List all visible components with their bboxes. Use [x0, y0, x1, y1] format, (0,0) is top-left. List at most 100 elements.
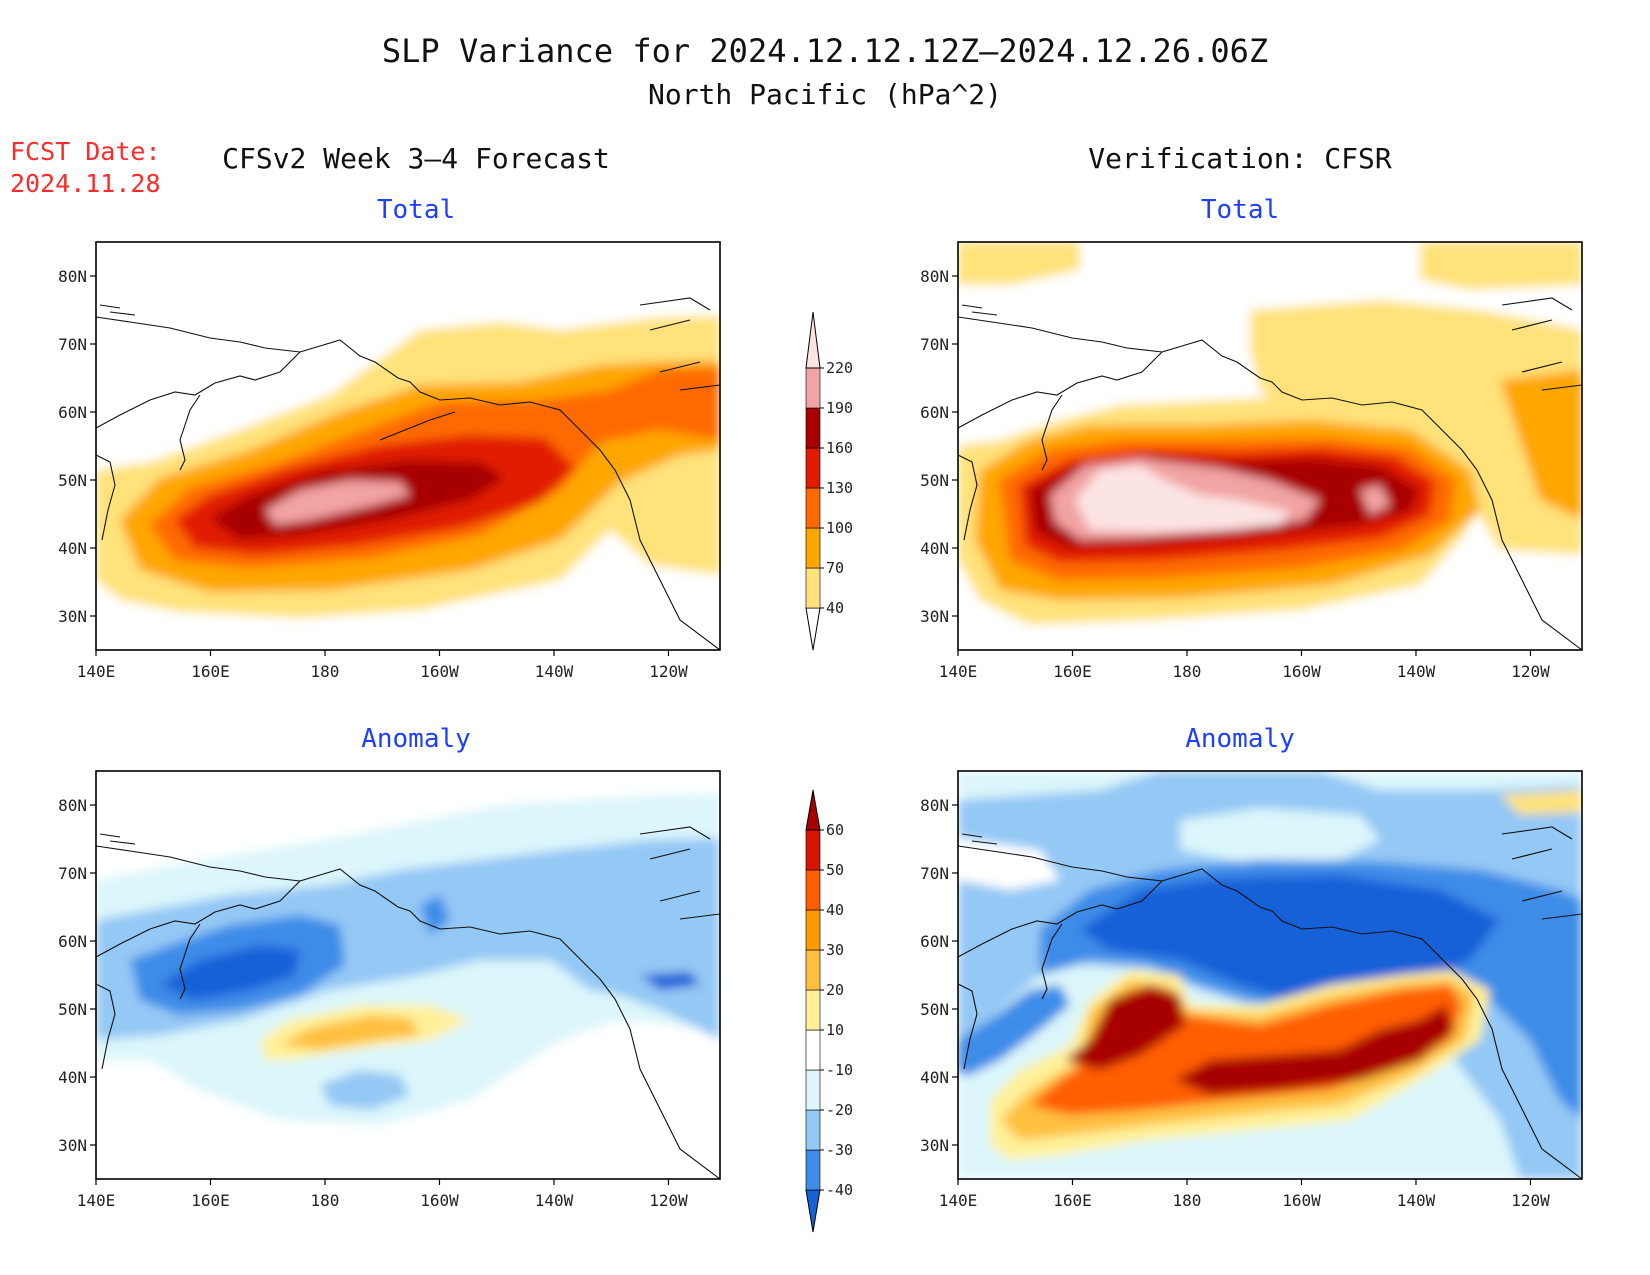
- colorbar-label: 220: [826, 359, 853, 377]
- lat-tick-label: 70N: [58, 335, 87, 354]
- lat-tick-label: 80N: [58, 796, 87, 815]
- coastlines: [96, 297, 720, 650]
- lon-tick-label: 140W: [1397, 1191, 1436, 1210]
- lat-tick-label: 40N: [58, 539, 87, 558]
- colorbar-max-arrow: [805, 311, 821, 369]
- colorbar-label: 190: [826, 399, 853, 417]
- colorbar-min-arrow: [805, 607, 821, 651]
- lat-tick-label: 60N: [920, 403, 949, 422]
- panel-subtitle: Total: [377, 195, 455, 225]
- lon-tick-label: 140E: [939, 1191, 978, 1210]
- lon-tick-label: 180: [311, 1191, 340, 1210]
- colorbar-label: 20: [826, 981, 844, 999]
- colorbar-total: 40 70 100 130 160 190 220: [805, 311, 853, 651]
- lon-tick-label: 160E: [191, 662, 230, 681]
- lat-tick-label: 60N: [58, 403, 87, 422]
- lon-tick-label: 160E: [191, 1191, 230, 1210]
- colorbar-segment: [805, 829, 821, 871]
- colorbar-segment: [805, 1069, 821, 1111]
- colorbar-label: 160: [826, 439, 853, 457]
- lon-tick-label: 140W: [1397, 662, 1436, 681]
- panel-cfsr-anomaly: Anomaly 140E 160E 180 160W 140W 120W 80N 70N 60N…: [920, 724, 1583, 1210]
- lat-tick-label: 40N: [920, 539, 949, 558]
- lat-tick-label: 70N: [58, 864, 87, 883]
- lat-tick-label: 30N: [920, 607, 949, 626]
- lon-tick-label: 120W: [649, 1191, 688, 1210]
- lat-tick-label: 60N: [920, 932, 949, 951]
- lat-tick-label: 30N: [58, 607, 87, 626]
- map-frame: [95, 770, 721, 1180]
- colorbar-segment: [805, 989, 821, 1031]
- colorbar-label: 30: [826, 941, 844, 959]
- colorbar-segment: [805, 869, 821, 911]
- colorbar-segment: [805, 1029, 821, 1071]
- colorbar-anomaly: -40 -30 -20 -10 10 20 30 40 50 60: [805, 789, 853, 1233]
- lon-tick-label: 140E: [939, 662, 978, 681]
- lon-tick-label: 120W: [1511, 1191, 1550, 1210]
- left-column-title: CFSv2 Week 3–4 Forecast: [222, 142, 610, 175]
- colorbar-label: 10: [826, 1021, 844, 1039]
- colorbar-label: -30: [826, 1141, 853, 1159]
- map-frame: [957, 241, 1583, 651]
- right-column-title: Verification: CFSR: [1088, 142, 1392, 175]
- colorbar-label: 60: [826, 821, 844, 839]
- lon-tick-label: 180: [311, 662, 340, 681]
- colorbar-segment: [805, 1149, 821, 1191]
- lat-tick-label: 40N: [920, 1068, 949, 1087]
- fcst-date-value: 2024.11.28: [10, 169, 161, 198]
- contour-fill: [96, 242, 720, 650]
- lat-tick-label: 50N: [58, 471, 87, 490]
- colorbar-segment: [805, 949, 821, 991]
- contour-fill: [96, 771, 720, 1179]
- colorbar-segment: [805, 407, 821, 449]
- panel-subtitle: Anomaly: [1185, 724, 1295, 754]
- colorbar-label: 100: [826, 519, 853, 537]
- colorbar-segment: [805, 367, 821, 409]
- colorbar-label: -20: [826, 1101, 853, 1119]
- lon-tick-label: 140W: [535, 1191, 574, 1210]
- axis-ticks: 140E 160E 180 160W 140W 120W 80N 70N 60N 50N 40N 30…: [920, 267, 1550, 681]
- map-frame: [957, 770, 1583, 1180]
- colorbar-label: 70: [826, 559, 844, 577]
- contour-fill: [958, 242, 1582, 650]
- colorbar-label: 40: [826, 599, 844, 617]
- lon-tick-label: 160W: [420, 1191, 459, 1210]
- lat-tick-label: 30N: [920, 1136, 949, 1155]
- lon-tick-label: 140E: [77, 1191, 116, 1210]
- panel-fcst-total: Total 140E 160E 180 160W 140W 120W 80N 70N 60N 50…: [58, 195, 721, 681]
- lat-tick-label: 80N: [58, 267, 87, 286]
- lon-tick-label: 180: [1173, 1191, 1202, 1210]
- map-frame: [95, 241, 721, 651]
- figure-title: SLP Variance for 2024.12.12.12Z–2024.12.…: [382, 32, 1268, 70]
- lon-tick-label: 140E: [77, 662, 116, 681]
- lat-tick-label: 50N: [920, 1000, 949, 1019]
- lon-tick-label: 160W: [1282, 662, 1321, 681]
- axis-ticks: 140E 160E 180 160W 140W 120W 80N 70N 60N 50N 40N 30…: [58, 267, 688, 681]
- fcst-date-label: FCST Date:: [10, 137, 161, 166]
- lat-tick-label: 80N: [920, 796, 949, 815]
- colorbar-label: 130: [826, 479, 853, 497]
- figure-subtitle: North Pacific (hPa^2): [648, 78, 1002, 111]
- lat-tick-label: 70N: [920, 335, 949, 354]
- lat-tick-label: 50N: [920, 471, 949, 490]
- coastlines: [958, 297, 1582, 650]
- colorbar-max-arrow: [805, 789, 821, 831]
- lon-tick-label: 160W: [1282, 1191, 1321, 1210]
- lat-tick-label: 50N: [58, 1000, 87, 1019]
- panel-cfsr-total: Total 140E 160E 180 160W 140W 120W 80N 70N 60N 50…: [920, 195, 1583, 681]
- lon-tick-label: 180: [1173, 662, 1202, 681]
- coastlines: [96, 826, 720, 1179]
- lon-tick-label: 160W: [420, 662, 459, 681]
- lon-tick-label: 120W: [649, 662, 688, 681]
- colorbar-label: 40: [826, 901, 844, 919]
- colorbar-segment: [805, 1109, 821, 1151]
- lon-tick-label: 120W: [1511, 662, 1550, 681]
- colorbar-segment: [805, 447, 821, 489]
- lat-tick-label: 80N: [920, 267, 949, 286]
- coastlines: [958, 826, 1582, 1179]
- panel-fcst-anomaly: Anomaly 140E 160E 180 160W 140W 120W 80N 70N 60N…: [58, 724, 721, 1210]
- colorbar-segment: [805, 567, 821, 609]
- lon-tick-label: 160E: [1053, 1191, 1092, 1210]
- colorbar-label: 50: [826, 861, 844, 879]
